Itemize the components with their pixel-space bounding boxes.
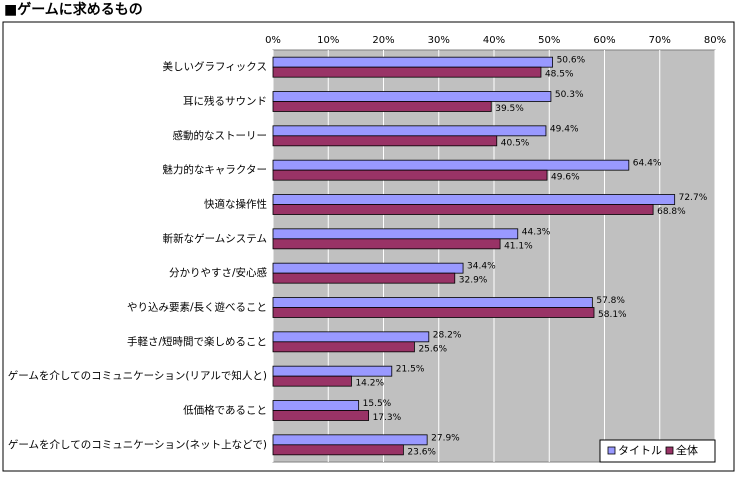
legend-box	[599, 439, 716, 463]
value-label: 28.2%	[433, 330, 462, 340]
x-tick-label: 80%	[704, 35, 726, 46]
category-label: ゲームを介してのコミュニケーション(ネット上などで)	[8, 439, 267, 451]
legend-swatch	[607, 446, 616, 455]
bar	[272, 204, 654, 215]
value-label: 68.8%	[657, 207, 686, 217]
bar	[272, 159, 630, 171]
value-label: 49.6%	[551, 173, 580, 183]
category-label: 快適な操作性	[204, 198, 267, 211]
chart-frame	[2, 21, 735, 472]
legend-label: タイトル	[618, 444, 662, 457]
bar	[272, 56, 553, 68]
bar	[272, 262, 464, 274]
value-label: 15.5%	[363, 399, 392, 409]
value-label: 44.3%	[522, 227, 551, 237]
value-label: 25.6%	[418, 344, 447, 354]
bar	[272, 400, 360, 411]
chart-title: ■ゲームに求めるもの	[4, 1, 143, 18]
x-tick-label: 40%	[483, 35, 505, 46]
bar	[272, 101, 492, 112]
bar	[272, 365, 393, 377]
bar	[272, 238, 501, 250]
value-label: 50.3%	[555, 90, 584, 100]
value-label: 50.6%	[557, 56, 586, 66]
category-label: 低価格であること	[183, 404, 267, 417]
value-label: 41.1%	[504, 241, 533, 251]
value-label: 40.5%	[501, 138, 530, 148]
category-label: ゲームを介してのコミュニケーション(リアルで知人と)	[8, 369, 267, 382]
value-label: 39.5%	[495, 104, 524, 114]
bar	[272, 272, 456, 284]
value-label: 14.2%	[355, 379, 384, 389]
legend-swatch	[665, 446, 674, 455]
value-label: 57.8%	[596, 296, 625, 306]
bar	[272, 125, 547, 137]
bar	[272, 341, 415, 353]
value-label: 27.9%	[431, 433, 460, 443]
x-tick-label: 20%	[372, 35, 394, 46]
x-tick-label: 30%	[428, 35, 450, 46]
value-label: 17.3%	[373, 413, 402, 423]
category-label: 美しいグラフィックス	[163, 60, 267, 73]
x-tick-label: 60%	[593, 35, 615, 46]
legend-label: 全体	[676, 443, 698, 457]
bar	[272, 434, 428, 446]
bar	[272, 135, 498, 147]
value-label: 58.1%	[598, 310, 627, 320]
value-label: 23.6%	[407, 447, 436, 457]
value-label: 49.4%	[550, 124, 579, 134]
bar	[272, 297, 593, 308]
bar	[272, 331, 430, 343]
bar	[272, 169, 548, 181]
value-label: 72.7%	[679, 193, 708, 203]
bar	[272, 91, 552, 102]
category-label: 分かりやすさ/安心感	[169, 266, 268, 279]
category-label: 手軽さ/短時間で楽しめること	[127, 335, 267, 348]
x-tick-label: 10%	[317, 35, 339, 46]
category-label: 魅力的なキャラクター	[162, 163, 267, 176]
category-label: やり込み要素/長く遊べること	[127, 301, 267, 314]
value-label: 48.5%	[545, 70, 574, 80]
category-label: 斬新なゲームシステム	[163, 232, 267, 245]
bar	[272, 228, 519, 240]
bar	[272, 444, 404, 456]
category-label: 感動的なストーリー	[173, 129, 268, 142]
bar	[272, 66, 542, 78]
bar	[272, 410, 369, 421]
value-label: 21.5%	[396, 365, 425, 375]
bar	[272, 307, 595, 318]
value-label: 64.4%	[633, 159, 662, 169]
x-tick-label: 0%	[265, 35, 281, 46]
category-label: 耳に残るサウンド	[183, 95, 267, 108]
value-label: 34.4%	[467, 262, 496, 272]
bar	[272, 375, 352, 387]
bar	[272, 194, 676, 205]
value-label: 32.9%	[459, 276, 488, 286]
x-tick-label: 50%	[538, 35, 560, 46]
x-tick-label: 70%	[649, 35, 671, 46]
